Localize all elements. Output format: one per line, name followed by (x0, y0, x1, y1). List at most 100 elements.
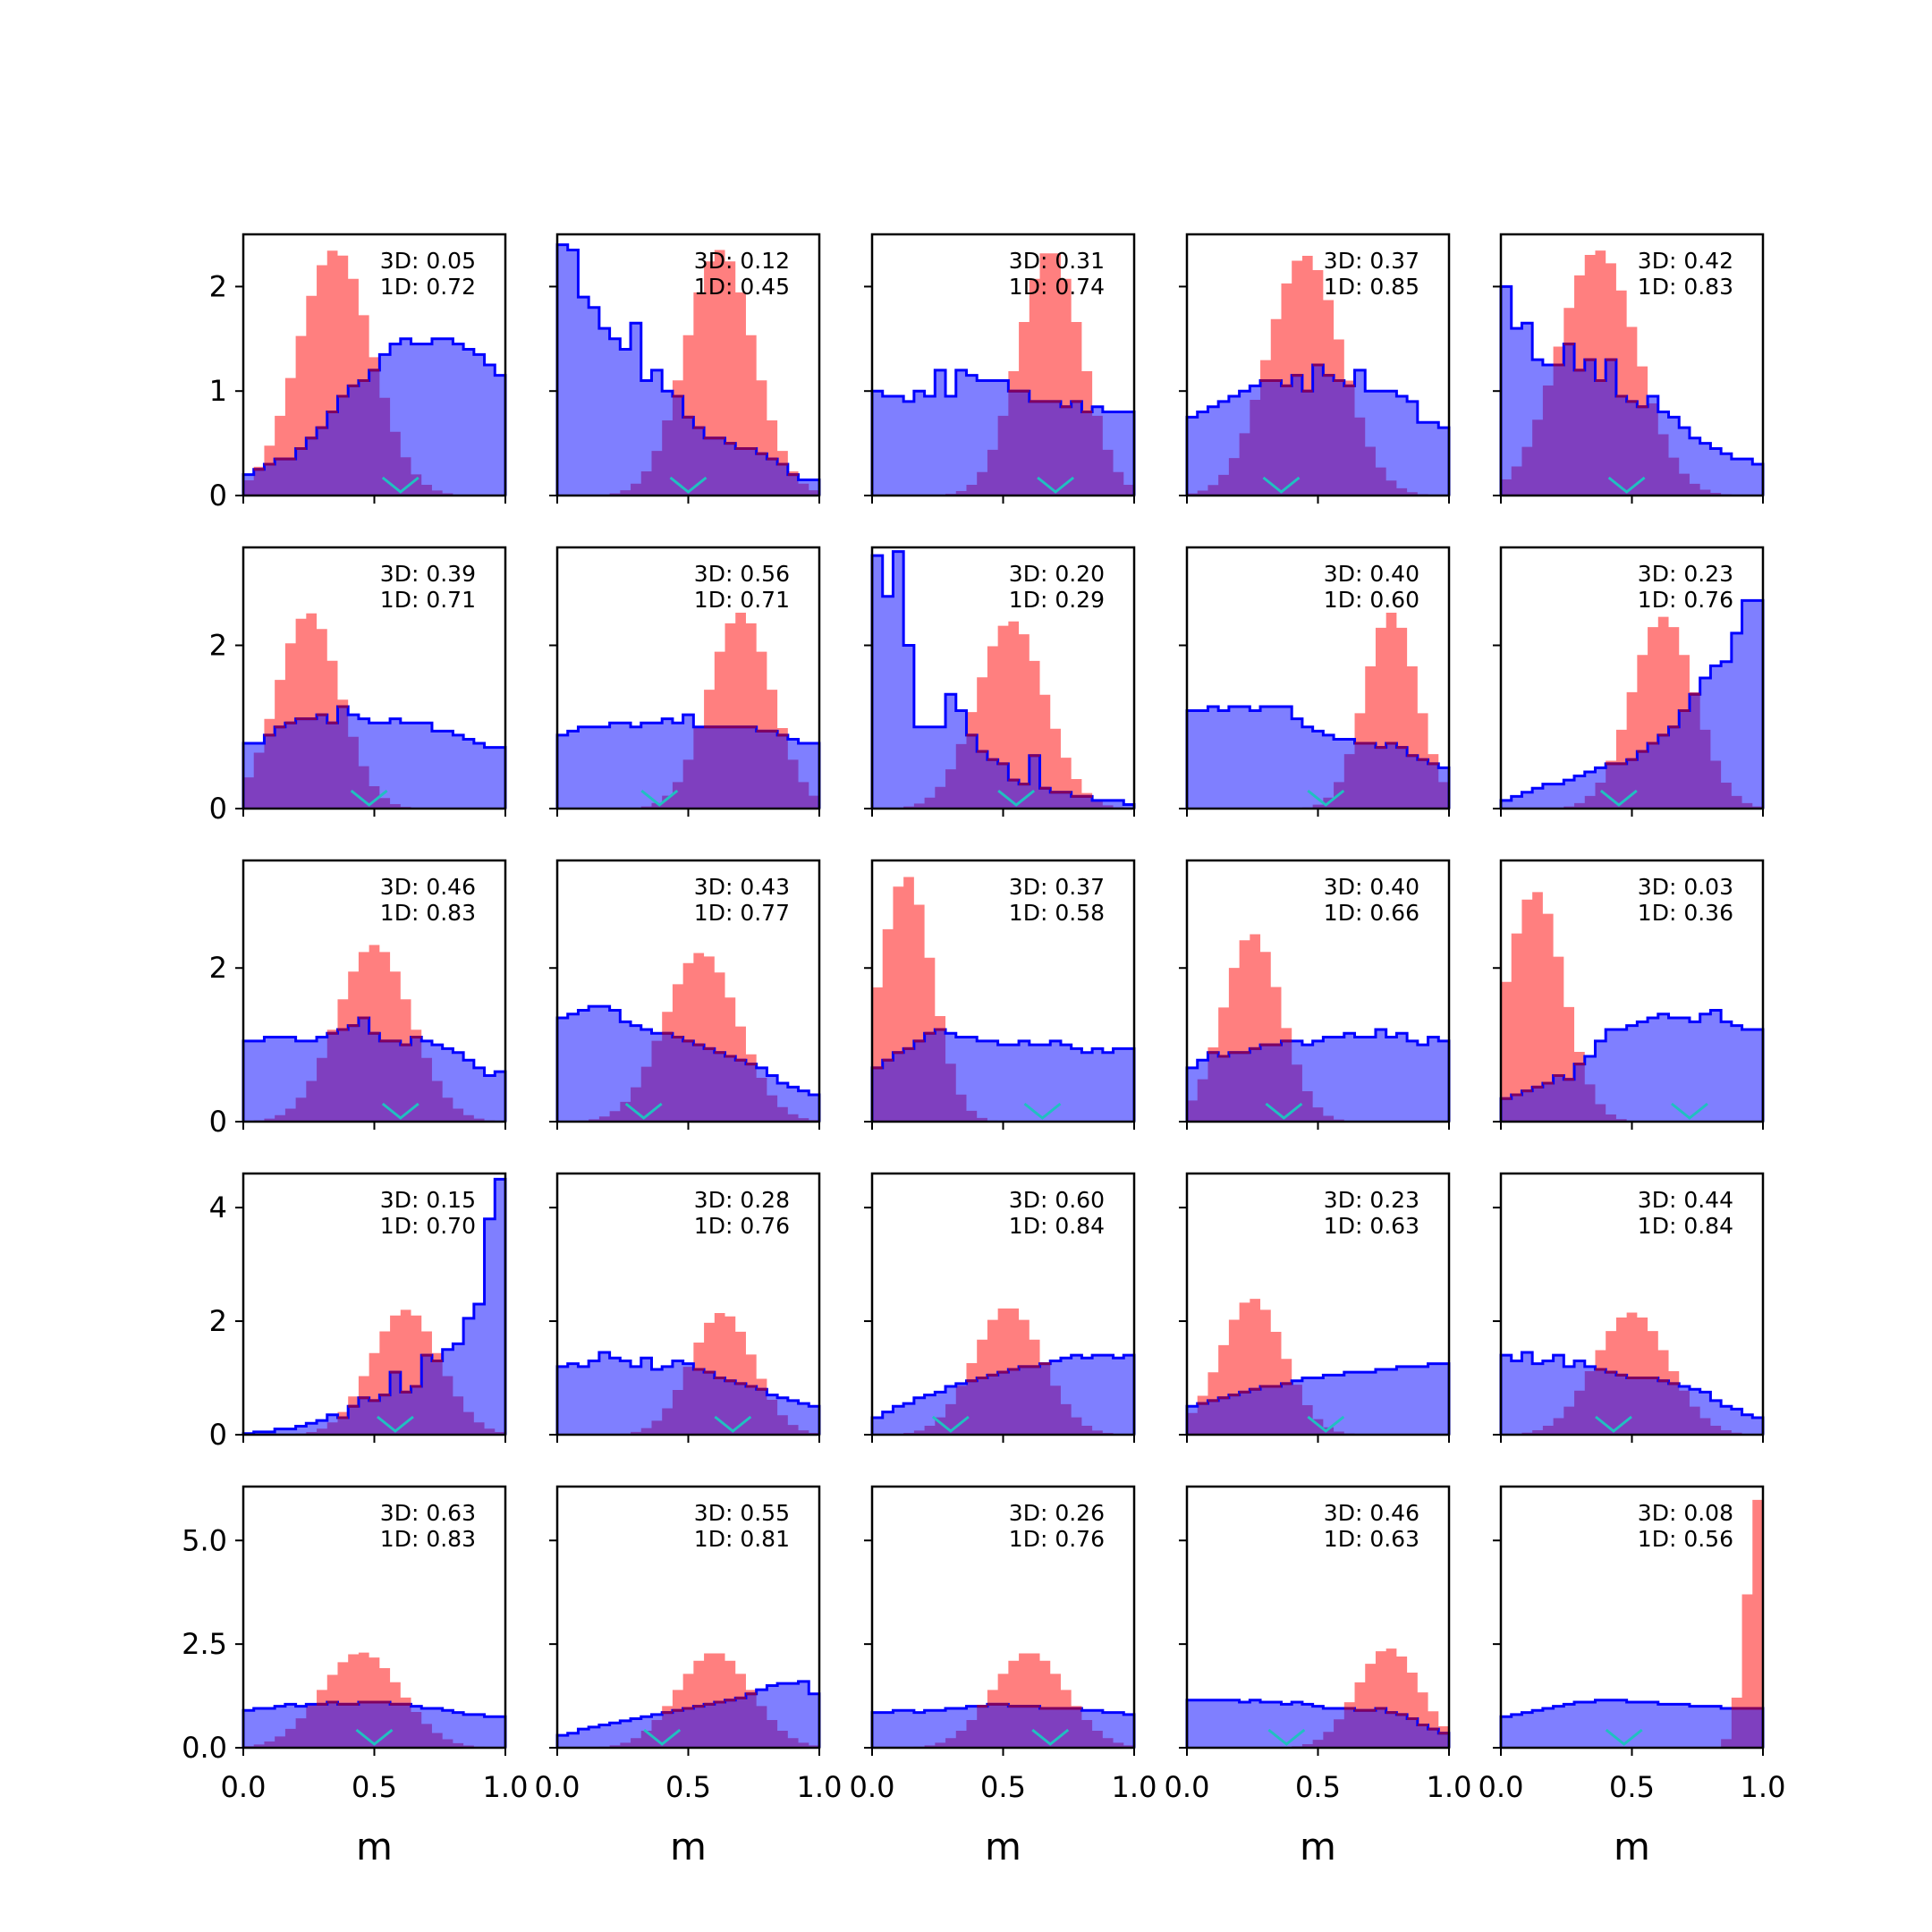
x-tick-label: 1.0 (797, 1770, 843, 1804)
blue-histogram-fill (872, 369, 1134, 496)
label-3d: 3D: 0.40 (1324, 561, 1419, 587)
label-1d: 1D: 0.56 (1638, 1526, 1733, 1552)
marker-v-icon (381, 476, 419, 494)
blue-histogram-step (870, 1353, 1136, 1435)
marker-v-icon (1307, 1415, 1345, 1433)
blue-histogram-step (242, 705, 507, 809)
label-1d: 1D: 0.83 (380, 900, 476, 926)
blue-histogram-fill (557, 1006, 819, 1122)
blue-histogram-fill (1187, 365, 1449, 496)
blue-histogram-fill (557, 1681, 819, 1748)
label-1d: 1D: 0.76 (1009, 1526, 1105, 1552)
marker-v-icon (1037, 476, 1075, 494)
y-tick-label: 2 (209, 269, 227, 303)
x-tick-label: 1.0 (1112, 1770, 1157, 1804)
overlap-step (704, 725, 788, 737)
red-histogram (872, 621, 1134, 809)
x-axis-label: m (1300, 1825, 1336, 1868)
y-tick-label: 0 (209, 479, 227, 513)
y-tick-label: 2 (209, 629, 227, 663)
y-tick-label: 0 (209, 1418, 227, 1452)
x-tick-label: 1.0 (1741, 1770, 1786, 1804)
label-3d: 3D: 0.40 (1324, 874, 1419, 900)
marker-v-icon (377, 1415, 414, 1433)
x-tick-label: 0.0 (221, 1770, 267, 1804)
x-tick-label: 1.0 (1427, 1770, 1472, 1804)
label-1d: 1D: 0.76 (1638, 587, 1733, 613)
overlap-step (317, 1700, 411, 1706)
x-axis-label: m (985, 1825, 1021, 1868)
overlap-step (966, 1362, 1051, 1383)
blue-histogram-fill (557, 1352, 819, 1435)
overlap-step (264, 705, 349, 737)
label-1d: 1D: 0.76 (694, 1213, 790, 1239)
overlap-step (977, 1702, 1082, 1710)
x-tick-label: 0.5 (1609, 1770, 1655, 1804)
blue-histogram-fill (872, 1355, 1134, 1435)
blue-histogram-fill (1501, 1010, 1763, 1122)
blue-histogram-fill (1187, 706, 1449, 809)
blue-histogram-fill (872, 551, 1134, 809)
blue-histogram-fill (243, 338, 505, 496)
overlap-step (326, 1016, 422, 1046)
label-1d: 1D: 0.70 (380, 1213, 476, 1239)
label-1d: 1D: 0.71 (694, 587, 790, 613)
blue-histogram-step (242, 1177, 507, 1436)
overlap-step (337, 1353, 443, 1419)
blue-histogram-fill (1187, 1699, 1449, 1748)
marker-v-icon (1262, 476, 1301, 494)
y-tick-label: 0.0 (182, 1731, 227, 1765)
label-1d: 1D: 0.84 (1638, 1213, 1733, 1239)
label-1d: 1D: 0.36 (1638, 900, 1733, 926)
marker-v-icon (643, 1728, 682, 1746)
y-tick-label: 0 (209, 792, 227, 826)
x-tick-label: 0.5 (665, 1770, 711, 1804)
blue-histogram-fill (1187, 1363, 1449, 1435)
overlap-step (872, 1028, 946, 1070)
overlap-step (693, 1368, 767, 1391)
x-axis-label: m (1614, 1825, 1650, 1868)
label-1d: 1D: 0.60 (1324, 587, 1419, 613)
marker-v-icon (381, 1102, 419, 1120)
marker-v-icon (669, 476, 708, 494)
blue-histogram-step (555, 1351, 821, 1435)
y-tick-label: 2 (209, 951, 227, 985)
y-tick-label: 2 (209, 1304, 227, 1338)
marker-v-icon (931, 1415, 970, 1433)
label-3d: 3D: 0.55 (694, 1500, 790, 1526)
label-1d: 1D: 0.85 (1324, 274, 1419, 300)
label-3d: 3D: 0.46 (1324, 1500, 1419, 1526)
label-3d: 3D: 0.20 (1009, 561, 1105, 587)
blue-histogram-fill (1501, 1352, 1763, 1435)
marker-v-icon (1031, 1728, 1070, 1746)
overlap-step (966, 733, 1093, 798)
overlap-step (1208, 1039, 1292, 1058)
overlap-step (1595, 1368, 1680, 1385)
blue-histogram-step (555, 1004, 821, 1122)
label-1d: 1D: 0.29 (1009, 587, 1105, 613)
blue-histogram-fill (557, 715, 819, 809)
blue-histogram-fill (1187, 1029, 1449, 1122)
marker-v-icon (624, 1102, 663, 1120)
label-3d: 3D: 0.46 (380, 874, 476, 900)
label-1d: 1D: 0.66 (1324, 900, 1419, 926)
overlap-step (1260, 363, 1355, 393)
x-tick-label: 0.5 (1295, 1770, 1341, 1804)
label-3d: 3D: 0.28 (694, 1187, 790, 1213)
red-histogram (1501, 892, 1763, 1122)
